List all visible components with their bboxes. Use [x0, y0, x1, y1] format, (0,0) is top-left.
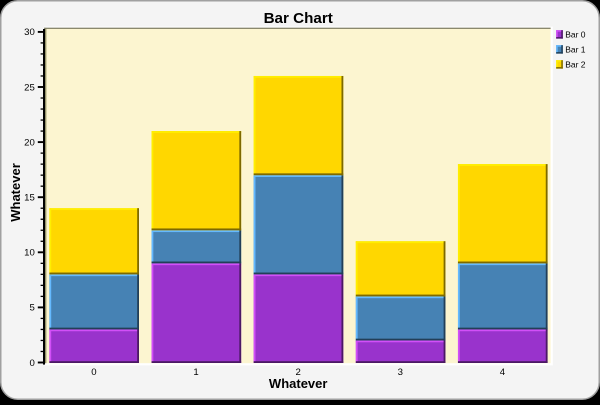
svg-text:30: 30: [24, 27, 35, 38]
svg-text:3: 3: [398, 367, 403, 378]
svg-text:20: 20: [24, 137, 35, 148]
svg-text:25: 25: [24, 82, 35, 93]
svg-text:Bar 2: Bar 2: [565, 59, 586, 69]
svg-text:1: 1: [193, 367, 198, 378]
svg-text:0: 0: [91, 367, 96, 378]
svg-text:0: 0: [29, 358, 34, 369]
svg-text:10: 10: [24, 248, 35, 259]
svg-text:Bar 1: Bar 1: [565, 44, 586, 54]
svg-text:Whatever: Whatever: [8, 163, 23, 222]
svg-text:Bar 0: Bar 0: [565, 29, 586, 39]
svg-text:4: 4: [500, 367, 506, 378]
svg-text:Bar Chart: Bar Chart: [264, 10, 333, 27]
svg-text:2: 2: [296, 367, 301, 378]
svg-text:Whatever: Whatever: [269, 376, 328, 391]
svg-text:15: 15: [24, 193, 35, 204]
svg-text:5: 5: [29, 303, 34, 314]
